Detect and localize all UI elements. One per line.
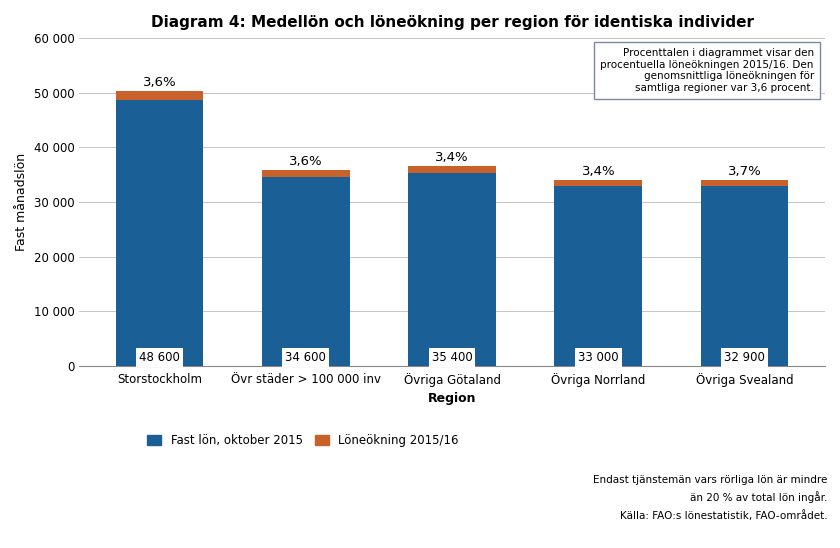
Text: Endast tjänstemän vars rörliga lön är mindre: Endast tjänstemän vars rörliga lön är mi…: [593, 475, 827, 485]
Bar: [408, 173, 496, 366]
Bar: [554, 186, 643, 366]
X-axis label: Region: Region: [428, 392, 476, 406]
Text: 3,4%: 3,4%: [435, 151, 469, 164]
Bar: [701, 180, 789, 186]
Bar: [262, 177, 349, 366]
Text: Procenttalen i diagrammet visar den
procentuella löneökningen 2015/16. Den
genom: Procenttalen i diagrammet visar den proc…: [601, 48, 814, 93]
Text: 35 400: 35 400: [432, 351, 472, 364]
Bar: [116, 100, 203, 366]
Bar: [701, 186, 789, 366]
Bar: [116, 91, 203, 100]
Text: Källa: FAO:s lönestatistik, FAO-området.: Källa: FAO:s lönestatistik, FAO-området.: [620, 510, 827, 521]
Text: 33 000: 33 000: [578, 351, 618, 364]
Title: Diagram 4: Medellön och löneökning per region för identiska individer: Diagram 4: Medellön och löneökning per r…: [150, 15, 753, 30]
Text: 32 900: 32 900: [724, 351, 765, 364]
Y-axis label: Fast månadslön: Fast månadslön: [15, 153, 28, 251]
Text: 34 600: 34 600: [286, 351, 326, 364]
Bar: [408, 166, 496, 173]
Text: 3,6%: 3,6%: [143, 76, 176, 89]
Bar: [262, 170, 349, 177]
Text: 3,7%: 3,7%: [727, 165, 761, 178]
Legend: Fast lön, oktober 2015, Löneökning 2015/16: Fast lön, oktober 2015, Löneökning 2015/…: [143, 430, 464, 452]
Text: 3,4%: 3,4%: [581, 165, 615, 178]
Text: 48 600: 48 600: [139, 351, 180, 364]
Text: 3,6%: 3,6%: [289, 156, 323, 168]
Text: än 20 % av total lön ingår.: än 20 % av total lön ingår.: [690, 491, 827, 503]
Bar: [554, 180, 643, 186]
